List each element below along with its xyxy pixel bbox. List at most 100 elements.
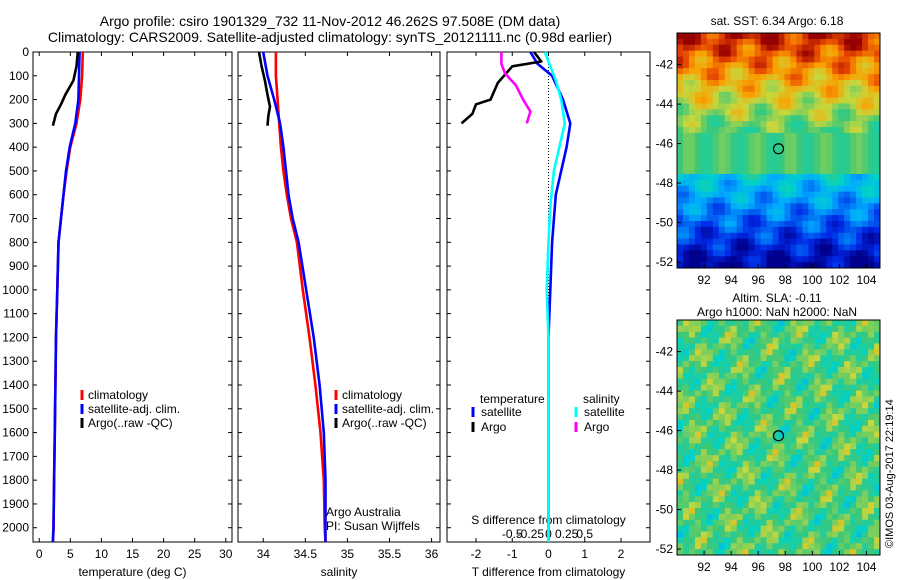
map-cell (677, 127, 684, 134)
map-cell (874, 478, 881, 486)
map-cell (700, 197, 708, 204)
map-cell (688, 466, 696, 474)
map-cell (694, 74, 702, 81)
legend-label: satellite-adj. clim. (88, 402, 180, 416)
map-cell (736, 256, 744, 263)
map-cell (838, 232, 845, 240)
map-cell (754, 461, 762, 468)
map-cell (724, 502, 732, 509)
map-cell (868, 449, 875, 456)
map-cell (838, 396, 845, 403)
map-cell (838, 372, 845, 380)
map-cell (868, 484, 875, 491)
map-cell (688, 127, 696, 134)
map-cell (844, 185, 851, 193)
map-cell (772, 109, 779, 116)
map-cell (724, 209, 732, 216)
map-cell (706, 226, 714, 234)
map-cell (862, 103, 869, 110)
map-cell (784, 215, 791, 222)
map-cell (796, 537, 803, 544)
map-cell (677, 215, 684, 222)
map-cell (754, 414, 762, 421)
map-cell (712, 33, 720, 40)
map-cell (730, 549, 738, 556)
map-cell (677, 221, 684, 228)
map-cell (868, 74, 875, 81)
map-cell (844, 50, 851, 58)
map-cell (814, 144, 821, 152)
map-cell (862, 455, 869, 462)
map-cell (814, 543, 821, 550)
map-cell (694, 226, 702, 234)
map-cell (790, 68, 797, 75)
map-cell (694, 38, 702, 46)
map-cell (760, 549, 768, 556)
map-cell (856, 490, 863, 497)
map-cell (712, 68, 720, 75)
map-cell (844, 38, 851, 46)
map-cell (790, 256, 797, 263)
map-cell (850, 508, 857, 515)
map-x-tick-label: 100 (802, 560, 822, 574)
map-cell (712, 378, 720, 386)
map-cell (850, 425, 857, 433)
map-cell (850, 56, 857, 63)
map-cell (796, 168, 803, 175)
map-cell (772, 455, 779, 462)
map-cell (718, 431, 726, 439)
map-cell (826, 179, 833, 187)
map-cell (688, 97, 696, 105)
map-cell (838, 109, 845, 116)
map-cell (677, 537, 684, 544)
map-cell (868, 461, 875, 468)
map-cell (856, 414, 863, 421)
map-cell (772, 372, 779, 380)
map-cell (706, 80, 714, 87)
map-cell (796, 490, 803, 497)
map-cell (742, 419, 750, 427)
map-cell (718, 396, 726, 403)
map-cell (677, 513, 684, 521)
map-cell (832, 549, 839, 556)
map-cell (706, 384, 714, 392)
map-cell (712, 331, 720, 339)
map-cell (688, 519, 696, 527)
map-cell (706, 355, 714, 362)
map-cell (700, 109, 708, 116)
map-cell (814, 513, 821, 521)
map-cell (677, 50, 684, 58)
map-cell (694, 543, 702, 550)
map-cell (718, 121, 726, 128)
map-cell (730, 203, 738, 210)
map-cell (754, 320, 762, 327)
map-cell (832, 537, 839, 544)
map-cell (790, 437, 797, 444)
map-cell (790, 97, 797, 105)
map-cell (808, 408, 815, 415)
map-cell (706, 537, 714, 544)
map-cell (850, 197, 857, 204)
map-cell (682, 168, 690, 175)
map-cell (814, 103, 821, 110)
map-cell (742, 537, 750, 544)
map-cell (682, 502, 690, 509)
map-cell (760, 179, 768, 187)
map-cell (718, 496, 726, 503)
map-cell (862, 525, 869, 533)
x-tick-label: 5 (67, 547, 74, 561)
map-cell (790, 513, 797, 521)
map-cell (790, 238, 797, 246)
map-cell (754, 226, 762, 234)
map-cell (850, 490, 857, 497)
map-cell (712, 502, 720, 509)
map-cell (802, 490, 809, 497)
map-cell (754, 349, 762, 356)
map-cell (850, 50, 857, 58)
map-cell (814, 496, 821, 503)
map-cell (766, 443, 774, 450)
map-cell (748, 38, 756, 46)
map-cell (718, 215, 726, 222)
map-cell (700, 519, 708, 527)
map-cell (850, 238, 857, 246)
